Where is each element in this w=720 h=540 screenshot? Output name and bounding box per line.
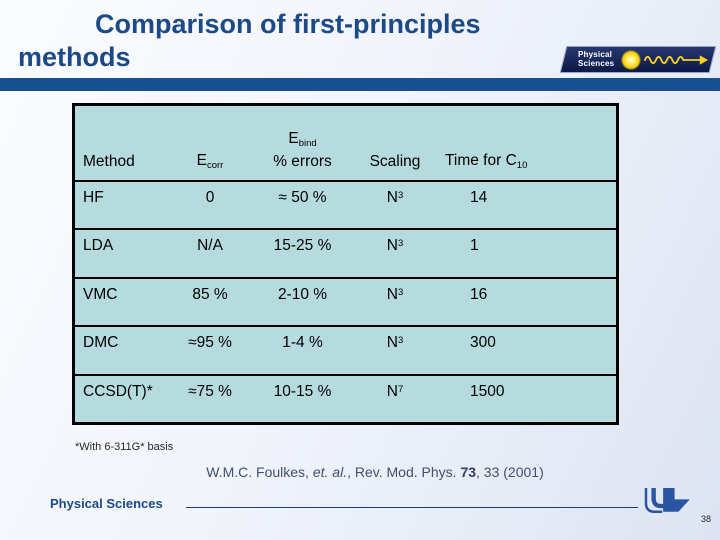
cell-errors: 15-25 % [273,237,332,255]
scaling-base: N [386,285,398,303]
slide-title-line1: Comparison of first-principles [95,9,481,39]
header-time-pre: Time for [445,152,506,169]
header-ecorr: Ecorr [170,152,250,171]
header-ecorr-base: E [196,152,207,169]
cell-scaling: N3 [355,237,435,276]
table-row-lda: LDA N/A 15-25 % N3 1 [75,228,616,276]
page-number: 38 [701,514,712,524]
header-time-sub: 10 [516,160,528,171]
header-time-base: C [505,152,517,169]
physical-sciences-logo: Physical Sciences [559,46,717,73]
physical-sciences-logo-inner: Physical Sciences [564,47,712,72]
header-ecorr-sub: corr [206,160,224,171]
cell-ecorr: ≈95 % [188,334,232,352]
citation-pre: W.M.C. Foulkes, [206,464,313,480]
scaling-base: N [386,189,398,206]
header-ebind: Ebind % errors [250,130,355,171]
footer-division-label: Physical Sciences [50,496,163,511]
cell-scaling: N3 [355,189,435,228]
table-row-vmc: VMC 85 % 2-10 % N3 16 [75,276,616,325]
table-header-row: Method Ecorr Ebind % errors Scaling Time… [75,106,616,180]
header-time: Time for C10 [435,152,616,171]
cell-ecorr: 85 % [192,285,228,303]
cell-ecorr: N/A [197,237,223,255]
footnote: *With 6-311G* basis [75,441,174,453]
header-divider-bar [0,78,720,91]
scaling-exponent: 3 [397,335,404,347]
cell-method: DMC [83,334,119,352]
scaling-exponent: 3 [397,238,404,250]
glow-dot-icon [621,49,642,70]
citation-volume: 73 [460,464,477,480]
header-scaling: Scaling [369,153,421,170]
citation-post: , 33 (2001) [476,464,544,480]
slide-title-line2: methods [18,42,131,72]
citation-etal: et. al. [312,464,348,480]
cell-time: 300 [470,334,496,352]
table-row-ccsdt: CCSD(T)* ≈75 % 10-15 % N7 1500 [75,373,616,422]
header-ebind-top: Ebind [288,130,316,153]
header-method: Method [83,153,135,170]
logo-label-line2: Sciences [578,58,615,68]
scaling-base: N [386,382,398,400]
cell-scaling: N3 [355,286,435,325]
scaling-base: N [386,237,398,255]
cell-errors: 10-15 % [273,382,332,400]
header-ebind-base: E [288,130,299,147]
cell-time: 14 [470,189,488,206]
wave-arrow-icon [644,54,709,65]
header-ebind-sub: bind [298,138,317,149]
cell-time: 1500 [470,382,505,400]
cell-time: 1 [470,237,479,255]
cell-errors: 1-4 % [282,334,323,352]
scaling-base: N [386,334,398,352]
citation-mid: , Rev. Mod. Phys. [347,464,461,480]
physical-sciences-logo-label: Physical Sciences [578,50,615,68]
cell-errors: 2-10 % [277,285,328,303]
header-ebind-line2: % errors [273,153,332,170]
scaling-exponent: 3 [397,190,404,201]
cell-method: HF [83,189,104,206]
citation: W.M.C. Foulkes, et. al., Rev. Mod. Phys.… [0,464,720,480]
scaling-exponent: 3 [397,286,404,298]
footer-rule [186,507,638,508]
llnl-logo-icon [644,487,690,513]
cell-ecorr: ≈75 % [188,382,232,400]
comparison-table: Method Ecorr Ebind % errors Scaling Time… [72,103,619,425]
cell-errors: ≈ 50 % [278,189,327,206]
scaling-exponent: 7 [397,383,404,395]
table-row-dmc: DMC ≈95 % 1-4 % N3 300 [75,325,616,373]
slide-title: Comparison of first-principles methods [18,8,558,74]
cell-method: LDA [83,237,114,255]
cell-method: CCSD(T)* [83,382,153,400]
cell-time: 16 [470,285,488,303]
table-row-hf: HF 0 ≈ 50 % N3 14 [75,180,616,228]
cell-scaling: N7 [355,383,435,422]
cell-scaling: N3 [355,334,435,373]
cell-method: VMC [83,285,118,303]
cell-ecorr: 0 [205,189,215,206]
